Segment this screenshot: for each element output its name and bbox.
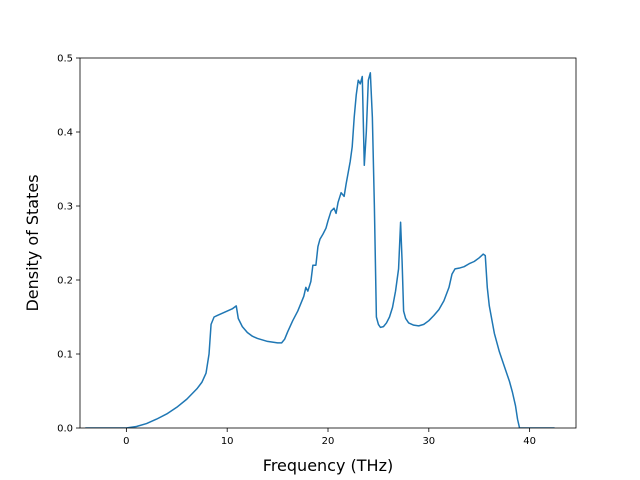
y-tick-label: 0.3 — [57, 202, 73, 213]
x-tick-label: 20 — [322, 436, 335, 447]
x-axis-label: Frequency (THz) — [263, 456, 393, 475]
x-tick-label: 40 — [523, 436, 536, 447]
y-tick-label: 0.2 — [57, 276, 73, 287]
y-axis: 0.0 0.1 0.2 0.3 0.4 0.5 — [57, 54, 80, 435]
y-tick-label: 0.1 — [57, 350, 73, 361]
plot-area — [79, 57, 577, 429]
y-tick-label: 0.5 — [57, 54, 73, 65]
x-axis: 0 10 20 30 40 — [123, 428, 536, 447]
plot-background — [80, 58, 576, 428]
y-tick-label: 0.4 — [57, 128, 73, 139]
x-tick-label: 30 — [422, 436, 435, 447]
x-tick-label: 0 — [123, 436, 129, 447]
dos-curve — [85, 72, 555, 428]
x-tick-label: 10 — [221, 436, 234, 447]
y-axis-label: Density of States — [23, 174, 42, 311]
y-tick-label: 0.0 — [57, 424, 73, 435]
